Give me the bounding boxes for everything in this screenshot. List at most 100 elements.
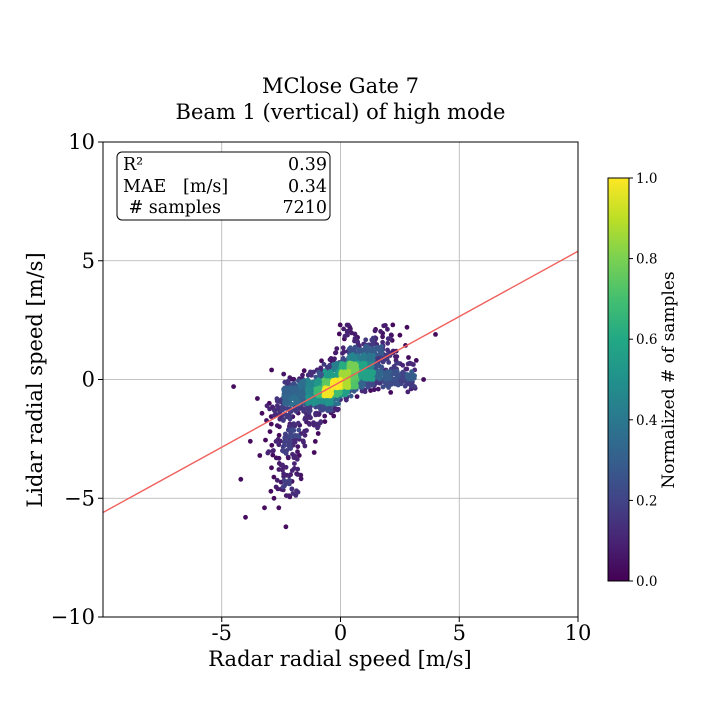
scatter-point — [284, 397, 290, 403]
scatter-point — [271, 495, 277, 501]
scatter-point — [247, 438, 253, 444]
scatter-point — [371, 387, 377, 393]
x-axis-label: Radar radial speed [m/s] — [208, 647, 471, 671]
scatter-point — [283, 479, 288, 484]
axis-ticks: -5 0 5 10 −10 −5 0 5 10 — [51, 130, 592, 645]
colorbar-ticks: 0.0 0.2 0.4 0.6 0.8 1.0 — [629, 171, 657, 590]
scatter-point — [322, 392, 327, 397]
stat-r2-value: 0.39 — [288, 155, 327, 175]
scatter-point — [301, 406, 307, 412]
stat-mae-value: 0.34 — [288, 177, 327, 197]
scatter-point — [315, 431, 321, 436]
x-tick-label: -5 — [212, 621, 232, 645]
scatter-point — [335, 406, 341, 412]
scatter-point — [331, 365, 337, 371]
scatter-point — [243, 514, 248, 520]
y-axis-label: Lidar radial speed [m/s] — [23, 252, 47, 507]
scatter-point — [341, 326, 346, 332]
scatter-point — [338, 370, 344, 376]
scatter-point — [349, 330, 355, 336]
scatter-point — [281, 439, 287, 445]
scatter-point — [346, 362, 352, 367]
scatter-point — [380, 339, 385, 345]
scatter-point — [367, 377, 373, 382]
scatter-point — [388, 390, 394, 395]
scatter-point — [285, 455, 291, 461]
scatter-point — [289, 486, 295, 492]
scatter-point — [336, 331, 342, 337]
scatter-point — [403, 366, 409, 372]
scatter-point — [289, 468, 295, 473]
scatter-point — [384, 383, 389, 388]
scatter-point — [296, 427, 302, 433]
scatter-point — [269, 442, 275, 448]
scatter-point — [305, 386, 310, 392]
scatter-point — [326, 391, 331, 396]
scatter-point — [331, 357, 336, 363]
scatter-point — [271, 474, 277, 480]
scatter-point — [263, 437, 268, 443]
scatter-point — [394, 354, 400, 359]
scatter-point — [287, 443, 293, 449]
scatter-point — [390, 322, 396, 328]
scatter-point — [345, 328, 350, 334]
scatter-point — [273, 439, 279, 444]
scatter-point — [287, 416, 293, 422]
scatter-point — [284, 472, 290, 478]
scatter-point — [276, 505, 282, 511]
scatter-point — [319, 358, 324, 364]
scatter-point — [350, 363, 356, 368]
scatter-point — [345, 380, 351, 386]
scatter-point — [306, 421, 312, 426]
scatter-point — [276, 467, 282, 472]
scatter-point — [274, 477, 280, 483]
scatter-point — [341, 364, 347, 370]
scatter-point — [269, 367, 274, 373]
scatter-point — [385, 340, 391, 346]
scatter-point — [280, 462, 285, 468]
scatter-point — [378, 329, 383, 334]
scatter-point — [340, 350, 345, 356]
scatter-point — [362, 376, 368, 381]
scatter-point — [395, 371, 401, 377]
stat-samples-label: # samples — [123, 198, 221, 218]
scatter-point — [370, 348, 376, 354]
chart-title-line1: MClose Gate 7 — [261, 74, 419, 98]
scatter-point — [291, 421, 297, 426]
scatter-point — [275, 403, 280, 408]
scatter-point — [295, 472, 301, 477]
scatter-point — [333, 350, 338, 356]
scatter-point — [281, 371, 287, 377]
stat-mae-label: MAE [m/s] — [123, 177, 228, 197]
scatter-point — [301, 439, 306, 445]
scatter-point — [280, 467, 285, 473]
scatter-point — [270, 452, 276, 458]
scatter-point — [272, 413, 277, 418]
scatter-point — [295, 420, 301, 426]
scatter-point — [268, 488, 274, 494]
y-tick-label: 0 — [82, 368, 95, 392]
scatter-point — [312, 439, 318, 444]
scatter-point — [308, 415, 313, 421]
colorbar-label: Normalized # of samples — [659, 271, 679, 488]
scatter-point — [287, 481, 292, 487]
scatter-point — [289, 402, 294, 407]
scatter-point — [345, 389, 350, 395]
scatter-point — [376, 347, 381, 352]
scatter-point — [283, 431, 288, 437]
scatter-point — [317, 399, 322, 405]
scatter-point — [273, 484, 279, 490]
scatter-point — [370, 353, 376, 359]
scatter-point — [387, 336, 393, 342]
scatter-point — [294, 398, 300, 404]
chart-title-line2: Beam 1 (vertical) of high mode — [175, 100, 506, 124]
scatter-point — [387, 369, 393, 374]
scatter-point — [334, 346, 340, 351]
scatter-point — [346, 346, 352, 352]
scatter-point — [296, 453, 302, 458]
scatter-point — [274, 396, 280, 402]
scatter-point — [281, 388, 287, 394]
scatter-point — [409, 370, 415, 375]
x-tick-label: 10 — [565, 621, 592, 645]
